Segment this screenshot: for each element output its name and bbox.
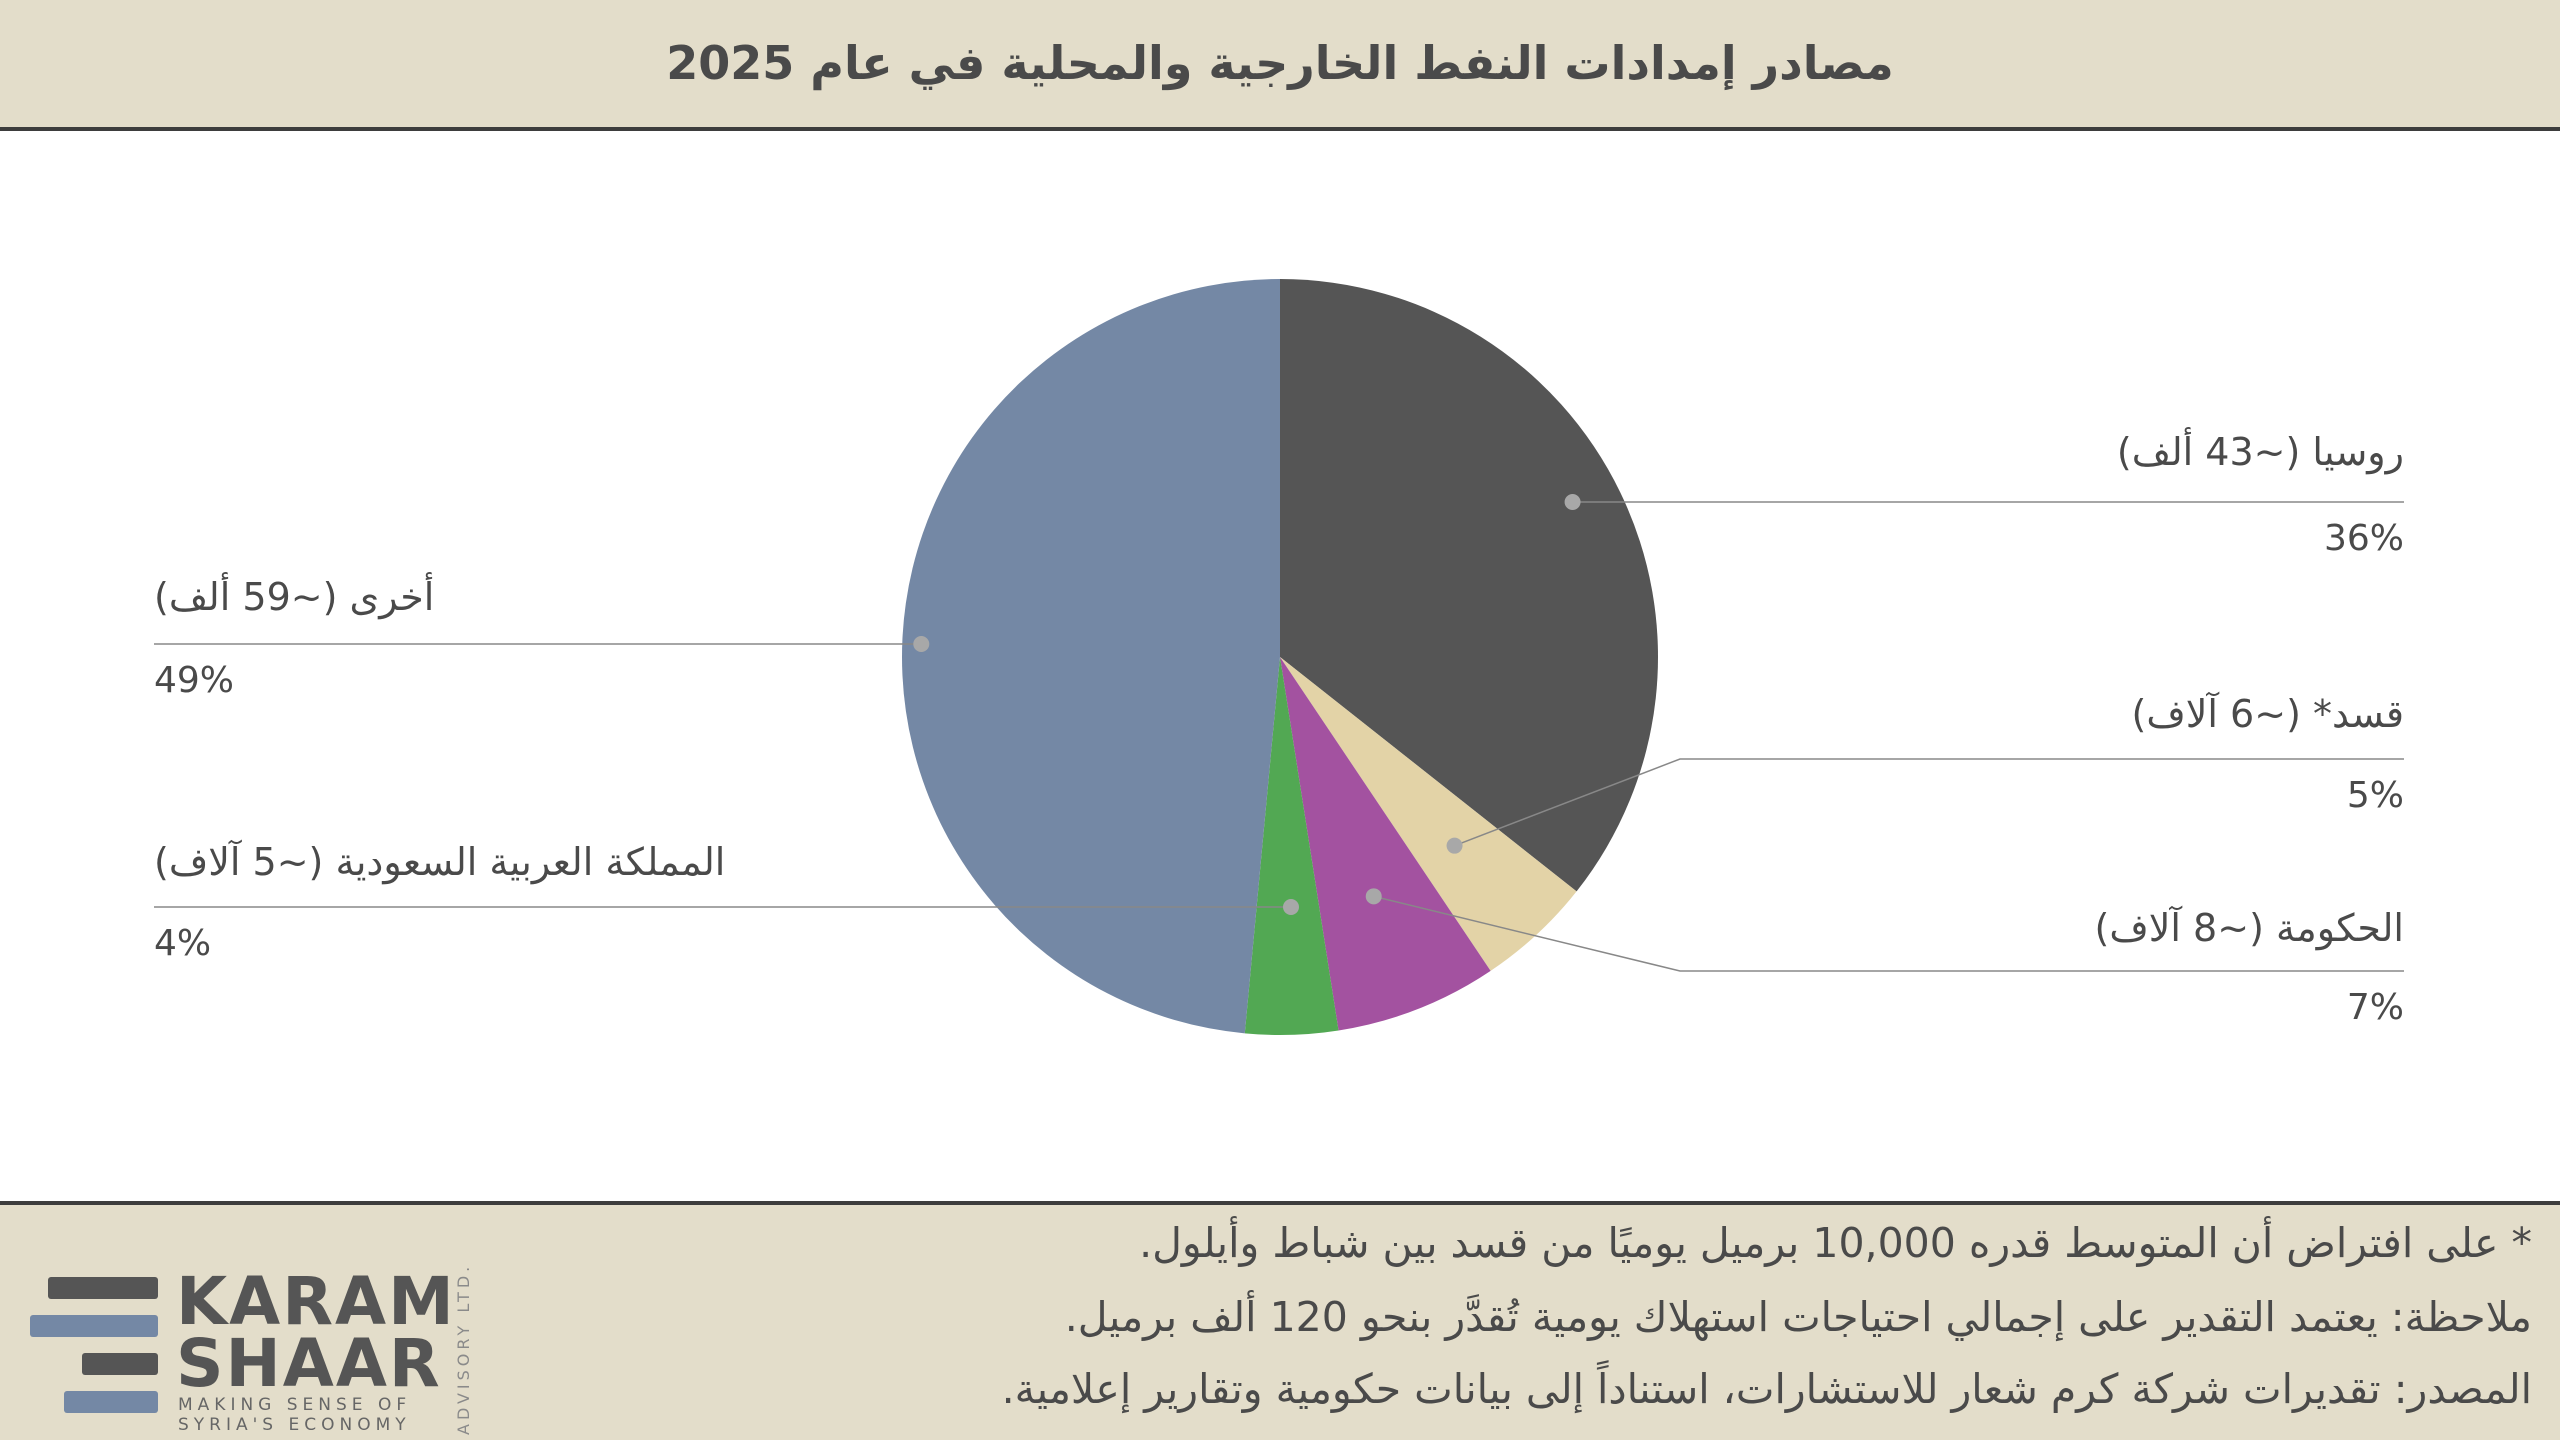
- leader-line-2: [1373, 895, 2404, 972]
- pie-slice-1: [1280, 657, 1577, 971]
- slice-pct-label-3: 4%: [154, 923, 211, 964]
- leader-dot-0: [1564, 494, 1581, 510]
- pie-label-group-2: الحكومة (~8 آلاف) 7%: [1365, 888, 2404, 1028]
- footnote-assumption: * على افتراض أن المتوسط قدره 10,000 برمي…: [1139, 1219, 2532, 1267]
- pie-slice-4: [902, 279, 1280, 1034]
- slice-pct-label-1: 5%: [2347, 775, 2404, 816]
- pie-label-group-1: قسد* (~6 آلاف) 5%: [1446, 691, 2404, 854]
- logo-vertical-text: ADVISORY LTD.: [454, 1262, 473, 1435]
- footnote-source: المصدر: تقديرات شركة كرم شعار للاستشارات…: [1001, 1365, 2532, 1413]
- pie-chart: روسيا (~43 ألف) 36% قسد* (~6 آلاف) 5% الحكوم…: [154, 279, 2404, 1035]
- logo-word-karam: KARAM: [176, 1263, 456, 1340]
- chart-area: روسيا (~43 ألف) 36% قسد* (~6 آلاف) 5% الحكوم…: [0, 135, 2560, 1201]
- chart-title: مصادر إمدادات النفط الخارجية والمحلية في…: [666, 36, 1894, 90]
- pie-slice-2: [1280, 657, 1491, 1031]
- title-band: مصادر إمدادات النفط الخارجية والمحلية في…: [0, 0, 2560, 131]
- leader-dot-3: [1283, 899, 1299, 915]
- logo-bar-2: [30, 1315, 158, 1337]
- pie-slice-3: [1244, 657, 1339, 1035]
- slice-name-label-1: قسد* (~6 آلاف): [2132, 691, 2404, 736]
- pie-label-group-4: أخرى (~59 ألف) 49%: [154, 572, 930, 701]
- logo-tagline-2: SYRIA'S ECONOMY: [178, 1415, 411, 1435]
- leader-line-1: [1454, 758, 2404, 847]
- leader-dot-1: [1446, 837, 1463, 854]
- slice-name-label-4: أخرى (~59 ألف): [154, 572, 434, 620]
- logo-word-shaar: SHAAR: [176, 1325, 442, 1402]
- logo-bar-1: [48, 1277, 158, 1299]
- karam-shaar-logo: KARAM SHAAR MAKING SENSE OF SYRIA'S ECON…: [28, 1262, 488, 1435]
- pie-label-group-0: روسيا (~43 ألف) 36%: [1564, 427, 2404, 559]
- logo-tagline-1: MAKING SENSE OF: [178, 1395, 412, 1415]
- slice-name-label-3: المملكة العربية السعودية (~5 آلاف): [154, 839, 725, 885]
- pie-label-group-3: المملكة العربية السعودية (~5 آلاف) 4%: [154, 839, 1299, 964]
- slice-name-label-0: روسيا (~43 ألف): [2117, 427, 2404, 475]
- leader-dot-4: [913, 636, 930, 652]
- leader-dot-2: [1365, 888, 1382, 905]
- slice-name-label-2: الحكومة (~8 آلاف): [2095, 905, 2404, 951]
- footnote-note: ملاحظة: يعتمد التقدير على إجمالي احتياجا…: [1064, 1293, 2532, 1341]
- logo-bar-3: [82, 1353, 158, 1375]
- footer-band: * على افتراض أن المتوسط قدره 10,000 برمي…: [0, 1201, 2560, 1440]
- slice-pct-label-0: 36%: [2324, 518, 2404, 559]
- pie-slice-0: [1280, 279, 1658, 892]
- logo-bar-4: [64, 1391, 158, 1413]
- slice-pct-label-4: 49%: [154, 660, 234, 701]
- slice-pct-label-2: 7%: [2347, 987, 2404, 1028]
